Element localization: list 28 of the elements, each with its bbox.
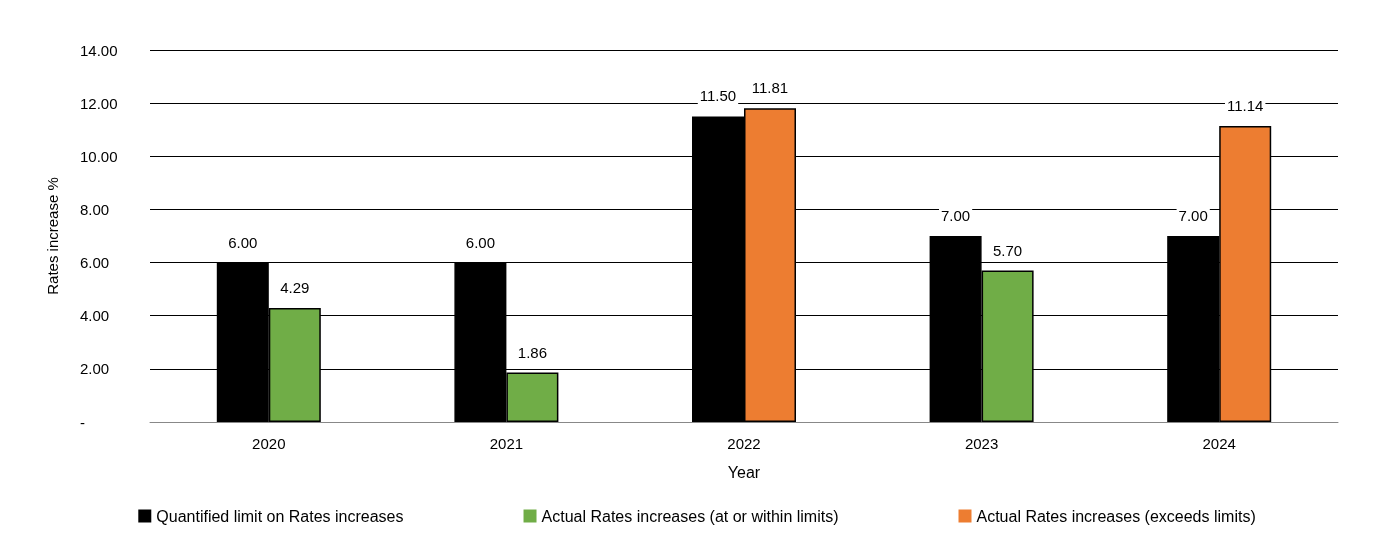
x-tick-label: 2022 [727,435,761,452]
x-tick-label: 2023 [964,435,999,452]
y-tick-label: 8.00 [80,200,110,218]
x-tick-label: 2021 [489,435,524,452]
data-label: 11.50 [699,87,737,105]
data-label: 11.81 [751,79,789,97]
y-tick-label: 14.00 [80,41,118,59]
data-label: 6.00 [465,233,495,251]
y-tick-label: 2.00 [80,360,110,378]
data-label: 11.14 [1226,96,1264,114]
y-tick-label: 4.00 [80,307,110,325]
data-label: 7.00 [941,207,971,224]
x-axis-title: Year [727,463,761,481]
data-label: 7.00 [1178,207,1208,224]
x-tick-label: 2024 [1202,435,1236,452]
y-tick-label: 6.00 [80,254,110,272]
y-tick-label: - [80,413,85,431]
x-tick-label: 2020 [252,435,286,452]
data-label: 4.29 [280,279,310,297]
legend-label: Actual Rates increases (exceeds limits) [976,507,1256,525]
y-tick-label: 12.00 [80,94,118,112]
data-label: 5.70 [993,241,1023,259]
legend-label: Quantified limit on Rates increases [156,507,404,525]
y-axis-title: Rates increase % [44,177,61,295]
legend-label: Actual Rates increases (at or within limits) [541,507,839,525]
data-label: 6.00 [228,233,258,251]
y-tick-label: 10.00 [80,147,118,165]
data-label: 1.86 [517,343,547,361]
